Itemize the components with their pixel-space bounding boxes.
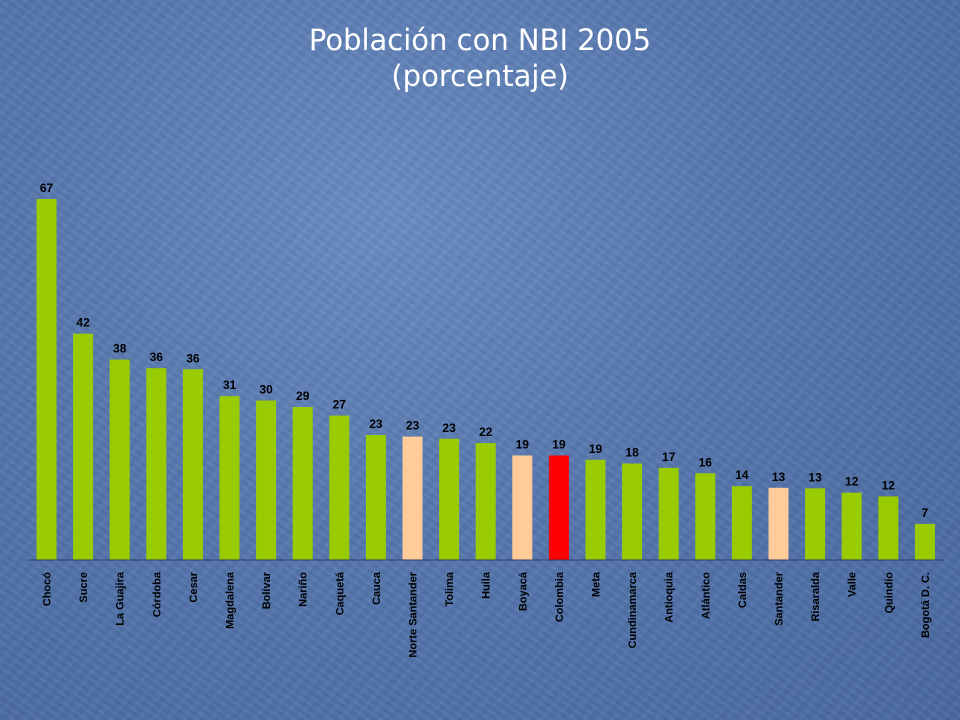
value-label-3: 36 — [150, 350, 164, 364]
value-label-7: 29 — [296, 389, 310, 403]
value-label-11: 23 — [442, 421, 456, 435]
category-label-11: Tolima — [444, 571, 456, 607]
category-label-5: Magdalena — [225, 571, 237, 629]
value-label-10: 23 — [406, 419, 420, 433]
bar-0 — [36, 199, 57, 560]
category-label-24: Bogotá D. C. — [920, 572, 932, 638]
value-label-9: 23 — [369, 417, 383, 431]
value-label-22: 12 — [845, 475, 859, 489]
bar-4 — [182, 369, 203, 560]
bar-5 — [219, 396, 240, 560]
category-label-1: Sucre — [78, 572, 90, 603]
value-label-15: 19 — [589, 442, 603, 456]
category-label-22: Valle — [847, 572, 859, 597]
category-label-17: Antioquia — [664, 571, 676, 623]
bar-10 — [402, 436, 423, 560]
bar-13 — [512, 455, 533, 560]
bar-21 — [805, 488, 826, 560]
category-label-15: Meta — [591, 571, 603, 597]
category-label-8: Caquetá — [334, 571, 346, 615]
value-label-21: 13 — [808, 470, 822, 484]
bar-22 — [841, 492, 862, 560]
value-label-18: 16 — [699, 455, 713, 469]
value-label-2: 38 — [113, 342, 127, 356]
category-label-10: Norte Santander — [408, 571, 420, 657]
category-label-14: Colombia — [554, 571, 566, 622]
category-label-18: Atlántico — [700, 572, 712, 619]
bar-23 — [878, 496, 899, 560]
value-label-12: 22 — [479, 425, 493, 439]
bar-group — [36, 199, 935, 560]
bar-2 — [109, 359, 130, 560]
value-label-20: 13 — [772, 470, 786, 484]
category-label-9: Cauca — [371, 571, 383, 605]
category-label-0: Chocó — [42, 572, 54, 607]
category-label-3: Córdoba — [151, 571, 163, 617]
category-label-6: Bolívar — [261, 571, 273, 609]
category-label-23: Quindío — [883, 572, 895, 614]
bar-16 — [622, 463, 643, 560]
value-label-19: 14 — [735, 468, 749, 482]
bar-19 — [731, 486, 752, 560]
category-label-16: Cundinamarca — [627, 571, 639, 648]
category-label-21: Risaralda — [810, 571, 822, 621]
category-label-19: Caldas — [737, 572, 749, 608]
bar-17 — [658, 467, 679, 560]
bar-18 — [695, 473, 716, 560]
bar-11 — [439, 438, 460, 560]
category-label-7: Nariño — [298, 572, 310, 607]
value-label-8: 27 — [333, 398, 347, 412]
chart-subtitle: (porcentaje) — [391, 59, 569, 93]
value-labels: 67 42 38 36 36 31 30 29 27 23 23 23 22 19 19 19 18 17 16 14… — [40, 181, 929, 520]
category-label-20: Santander — [774, 571, 786, 626]
value-label-0: 67 — [40, 181, 54, 195]
bar-3 — [146, 368, 167, 560]
category-labels: Chocó Sucre La Guajira Córdoba Cesar Magdalen… — [42, 571, 932, 657]
value-label-23: 12 — [882, 478, 896, 492]
chart-title: Población con NBI 2005 — [308, 23, 652, 57]
bar-8 — [329, 415, 350, 560]
bar-9 — [365, 434, 386, 560]
category-label-12: Huila — [481, 571, 493, 599]
bar-12 — [475, 443, 496, 560]
value-label-13: 19 — [516, 437, 530, 451]
value-label-16: 18 — [625, 446, 639, 460]
bar-15 — [585, 459, 606, 560]
bar-20 — [768, 487, 789, 560]
value-label-17: 17 — [662, 450, 676, 464]
bar-1 — [73, 333, 94, 560]
category-label-2: La Guajira — [115, 571, 127, 626]
value-label-5: 31 — [223, 378, 237, 392]
chart-title-block: Población con NBI 2005 (porcentaje) — [0, 22, 960, 94]
value-label-1: 42 — [76, 316, 90, 330]
category-label-13: Boyacá — [517, 571, 529, 611]
bar-6 — [256, 400, 277, 560]
value-label-6: 30 — [259, 383, 273, 397]
bar-7 — [292, 406, 313, 560]
value-label-4: 36 — [186, 351, 200, 365]
value-label-14: 19 — [552, 437, 566, 451]
bar-24 — [914, 523, 935, 560]
value-label-24: 7 — [922, 506, 929, 520]
category-label-4: Cesar — [188, 571, 200, 602]
bar-14 — [548, 455, 569, 560]
